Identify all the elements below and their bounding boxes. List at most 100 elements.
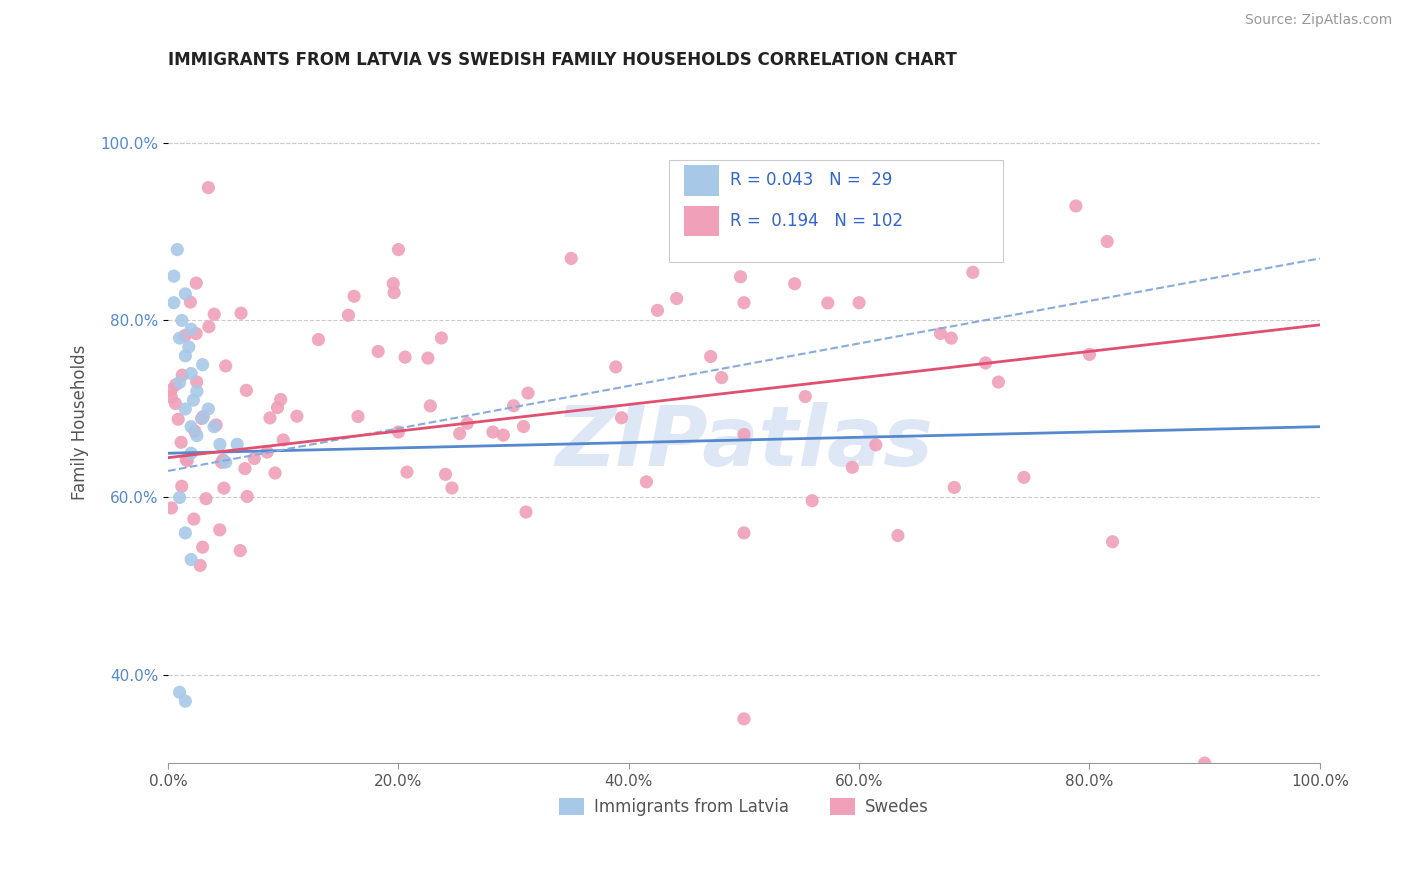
Point [174,286,197,301]
Point [190,411,212,425]
Point [259,410,281,425]
Point [962,265,984,279]
Point [233,461,256,475]
Point [710,370,733,384]
Point [416,351,439,365]
Point [794,390,817,404]
Point [195,491,218,506]
Point [517,386,540,401]
Point [186,375,208,389]
FancyBboxPatch shape [685,165,718,195]
Point [166,243,188,257]
Point [236,490,259,504]
Point [170,313,193,327]
Point [733,525,755,540]
Point [229,306,252,320]
Point [197,401,219,416]
Point [271,433,294,447]
Point [174,328,197,343]
Point [256,445,278,459]
Point [430,331,453,345]
Point [266,401,288,415]
Point [226,437,249,451]
FancyBboxPatch shape [669,160,1002,262]
Point [394,350,416,364]
Point [337,308,360,322]
Point [165,377,187,392]
Point [163,295,186,310]
Point [307,333,329,347]
Point [214,359,236,373]
Point [183,393,205,408]
Point [172,368,194,383]
Point [169,376,191,390]
Point [163,269,186,284]
Point [264,466,287,480]
Text: IMMIGRANTS FROM LATVIA VS SWEDISH FAMILY HOUSEHOLDS CORRELATION CHART: IMMIGRANTS FROM LATVIA VS SWEDISH FAMILY… [169,51,957,69]
Y-axis label: Family Households: Family Households [72,344,89,500]
Point [512,419,534,434]
Point [176,453,198,467]
Point [174,401,197,416]
Point [183,424,205,438]
Point [174,349,197,363]
Point [212,453,235,467]
Point [211,455,233,469]
Point [191,358,214,372]
Point [180,552,202,566]
Point [177,340,200,354]
Point [186,326,208,341]
Point [180,367,202,381]
Point [941,331,963,345]
Point [343,289,366,303]
Point [456,417,478,431]
Point [449,426,471,441]
Point [270,392,292,407]
Point [167,412,190,426]
Point [188,558,211,573]
Point [198,319,221,334]
Legend: Immigrants from Latvia, Swedes: Immigrants from Latvia, Swedes [553,791,936,823]
Point [183,512,205,526]
Point [169,685,191,699]
Point [1101,534,1123,549]
Point [515,505,537,519]
Point [180,322,202,336]
Point [205,417,228,432]
Point [235,384,257,398]
Point [943,480,966,494]
Point [160,383,183,397]
Point [482,425,505,439]
Point [180,446,202,460]
Point [387,425,409,439]
Point [186,276,208,290]
Point [1078,347,1101,361]
Point [887,528,910,542]
Point [202,419,225,434]
Point [197,180,219,194]
Point [382,277,405,291]
Text: ZIPatlas: ZIPatlas [555,402,934,483]
Point [382,285,405,300]
FancyBboxPatch shape [685,206,718,236]
Point [180,419,202,434]
Point [208,437,231,451]
Point [179,295,201,310]
Point [733,712,755,726]
Point [285,409,308,424]
Point [191,540,214,554]
Point [733,295,755,310]
Point [987,375,1010,389]
Point [1012,470,1035,484]
Point [801,493,824,508]
Text: R =  0.194   N = 102: R = 0.194 N = 102 [730,212,903,230]
Point [1064,199,1087,213]
Point [174,694,197,708]
Point [387,243,409,257]
Point [170,435,193,450]
Point [229,543,252,558]
Point [434,467,457,482]
Point [1194,756,1216,771]
Point [817,296,839,310]
Point [610,410,633,425]
